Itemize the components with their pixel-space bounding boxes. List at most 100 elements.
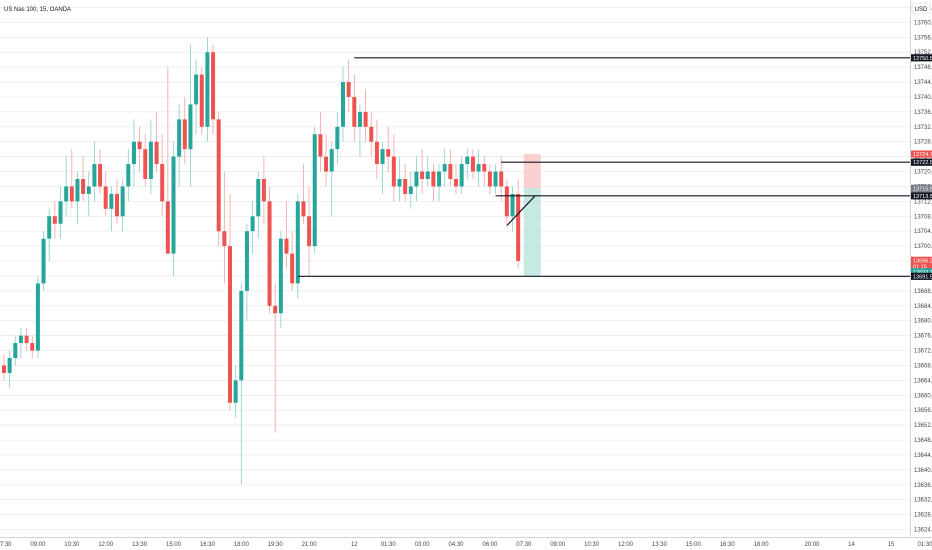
trend-line[interactable] — [506, 195, 536, 227]
candle-body[interactable] — [2, 365, 6, 373]
candle-body[interactable] — [487, 171, 492, 187]
candle-body[interactable] — [504, 186, 509, 217]
candle-body[interactable] — [391, 156, 396, 187]
candle-body[interactable] — [188, 104, 193, 150]
candle-body[interactable] — [160, 164, 165, 202]
candle-body[interactable] — [261, 179, 266, 202]
candle-body[interactable] — [363, 111, 368, 127]
candle-body[interactable] — [233, 380, 238, 403]
candle-body[interactable] — [420, 171, 425, 179]
candle-body[interactable] — [352, 96, 357, 127]
candle-body[interactable] — [131, 141, 136, 165]
candle-body[interactable] — [493, 171, 498, 187]
candle-body[interactable] — [211, 52, 216, 120]
candle-body[interactable] — [516, 193, 521, 262]
candle-body[interactable] — [397, 179, 402, 187]
candle-body[interactable] — [13, 343, 18, 358]
candle-body[interactable] — [244, 231, 249, 291]
candle-body[interactable] — [403, 179, 408, 194]
take-profit-zone[interactable] — [523, 188, 541, 277]
candle-body[interactable] — [470, 156, 475, 172]
candle-body[interactable] — [143, 149, 148, 179]
candle-body[interactable] — [24, 335, 29, 344]
candle-body[interactable] — [81, 179, 86, 194]
candle-body[interactable] — [103, 186, 108, 209]
candle-body[interactable] — [408, 186, 413, 194]
candle-body[interactable] — [7, 358, 12, 373]
price-tick-label: 13728.0 — [914, 140, 932, 146]
candle-body[interactable] — [18, 335, 23, 344]
candle-body[interactable] — [171, 156, 176, 254]
candle-body[interactable] — [120, 186, 125, 217]
candle-body[interactable] — [52, 216, 57, 224]
candle-body[interactable] — [177, 119, 182, 157]
candle-body[interactable] — [239, 290, 244, 381]
candle-body[interactable] — [437, 171, 442, 187]
candle-body[interactable] — [425, 171, 430, 179]
candle-body[interactable] — [109, 193, 114, 209]
candle-body[interactable] — [335, 126, 340, 150]
candle-body[interactable] — [295, 201, 300, 284]
candle-body[interactable] — [267, 201, 272, 306]
candle-body[interactable] — [222, 231, 227, 247]
candle-body[interactable] — [346, 82, 351, 97]
candle-body[interactable] — [58, 201, 63, 224]
candle-body[interactable] — [86, 186, 91, 194]
candle-body[interactable] — [459, 164, 464, 187]
time-tick-label: 07:30 — [516, 542, 532, 548]
candle-body[interactable] — [194, 74, 199, 105]
candle-body[interactable] — [318, 134, 323, 157]
candle-body[interactable] — [69, 186, 74, 202]
candle-body[interactable] — [75, 179, 80, 202]
candle-body[interactable] — [312, 134, 317, 247]
candle-body[interactable] — [256, 179, 261, 217]
candle-body[interactable] — [431, 171, 436, 187]
candle-body[interactable] — [205, 52, 210, 127]
candle-body[interactable] — [357, 111, 362, 127]
price-tag-label: 01:15 — [913, 264, 927, 270]
candle-body[interactable] — [30, 343, 35, 351]
candle-body[interactable] — [35, 283, 40, 351]
candle-body[interactable] — [510, 193, 515, 217]
candle-body[interactable] — [442, 164, 447, 172]
candle-body[interactable] — [380, 149, 385, 165]
candle-body[interactable] — [476, 164, 481, 172]
candle-body[interactable] — [228, 246, 232, 403]
candle-body[interactable] — [324, 156, 329, 172]
candle-body[interactable] — [454, 179, 458, 187]
candle-body[interactable] — [182, 119, 187, 150]
currency-button[interactable] — [911, 2, 931, 15]
candle-body[interactable] — [341, 82, 345, 127]
candle-body[interactable] — [482, 164, 487, 172]
candle-body[interactable] — [307, 216, 312, 247]
candle-body[interactable] — [126, 164, 131, 187]
candle-body[interactable] — [374, 141, 379, 165]
candle-body[interactable] — [98, 164, 103, 187]
candle-body[interactable] — [448, 164, 453, 179]
candle-body[interactable] — [64, 186, 69, 202]
candle-body[interactable] — [47, 216, 52, 239]
candle-body[interactable] — [278, 238, 283, 314]
candle-body[interactable] — [154, 141, 159, 165]
candle-body[interactable] — [199, 74, 204, 127]
candle-body[interactable] — [165, 201, 170, 254]
candle-body[interactable] — [250, 216, 255, 232]
candle-body[interactable] — [301, 201, 306, 217]
candle-body[interactable] — [273, 305, 278, 314]
candle-body[interactable] — [386, 149, 391, 157]
candle-body[interactable] — [148, 141, 153, 179]
candle-body[interactable] — [216, 119, 221, 232]
candle-body[interactable] — [290, 253, 295, 284]
candle-body[interactable] — [414, 171, 419, 187]
candle-body[interactable] — [41, 238, 46, 284]
candle-body[interactable] — [284, 238, 289, 254]
candle-body[interactable] — [115, 193, 119, 217]
stop-loss-zone[interactable] — [523, 154, 541, 189]
candle-body[interactable] — [92, 164, 97, 187]
candle-body[interactable] — [369, 126, 374, 142]
candle-body[interactable] — [329, 149, 334, 172]
candle-body[interactable] — [465, 156, 470, 165]
candle-body[interactable] — [137, 141, 142, 150]
candle-body[interactable] — [499, 171, 504, 187]
